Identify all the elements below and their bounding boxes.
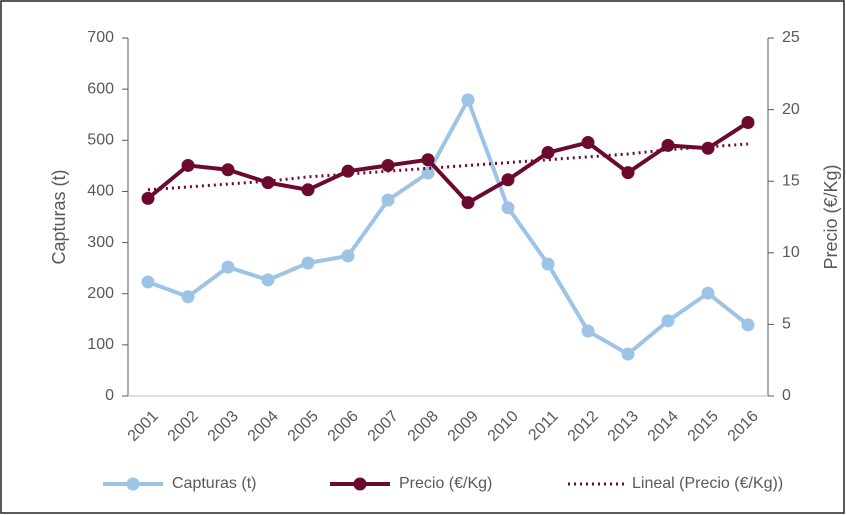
data-point [701,141,715,155]
y2-tick-label: 25 [782,29,800,46]
y2-tick-label: 10 [782,244,800,261]
data-point [261,273,275,287]
legend-marker [353,477,367,491]
data-point [181,290,195,304]
series-line [147,95,750,357]
y2-axis-label: Precio (€/Kg) [821,164,841,269]
data-point [141,191,155,205]
series-line [146,120,750,206]
data-point [461,196,475,210]
y-tick-label: 600 [87,80,114,97]
legend-marker [126,477,140,491]
data-point [381,193,395,207]
y2-tick-label: 20 [782,101,800,118]
trend-line [147,142,749,192]
legend-label: Precio (€/Kg) [399,475,492,492]
data-point [621,347,635,361]
data-point [341,249,355,263]
y-tick-label: 0 [105,387,114,404]
y2-tick-label: 5 [782,316,791,333]
data-point [381,158,395,172]
data-point [501,173,515,187]
legend-label: Lineal (Precio (€/Kg)) [632,475,783,492]
legend-label: Capturas (t) [172,475,256,492]
y-tick-label: 500 [87,132,114,149]
data-point [541,257,555,271]
data-point [301,183,315,197]
data-point [661,138,675,152]
y-tick-label: 300 [87,234,114,251]
data-point [181,158,195,172]
data-point [661,314,675,328]
data-point [341,164,355,178]
y2-tick-label: 0 [782,387,791,404]
data-point [581,324,595,338]
data-point [141,275,155,289]
y-tick-label: 400 [87,183,114,200]
y-tick-label: 100 [87,336,114,353]
data-point [501,201,515,215]
data-point [581,136,595,150]
data-point [621,166,635,180]
data-point [421,153,435,167]
data-point [741,115,755,129]
data-point [741,318,755,332]
data-point [701,286,715,300]
data-point [221,260,235,274]
y2-tick-label: 15 [782,172,800,189]
y-axis-label: Capturas (t) [49,169,69,264]
data-point [221,163,235,177]
data-point [541,146,555,160]
y-tick-label: 700 [87,29,114,46]
data-point [301,256,315,270]
data-point [461,93,475,107]
y-tick-label: 200 [87,285,114,302]
